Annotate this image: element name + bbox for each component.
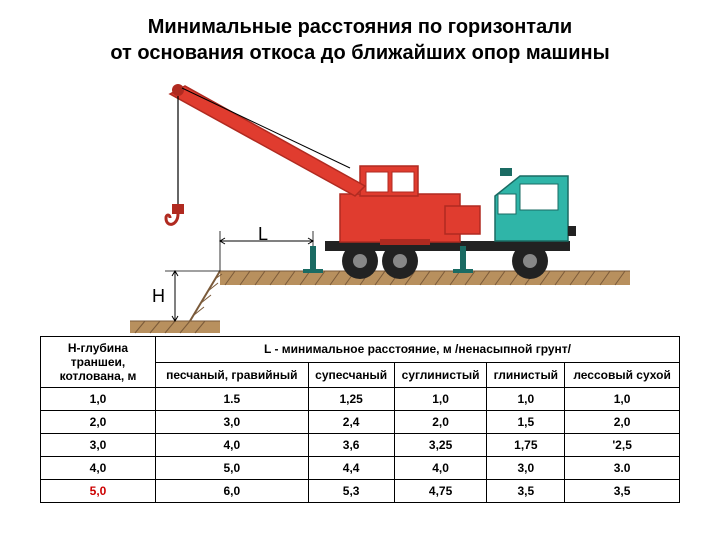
cell: '2,5	[565, 434, 680, 457]
table-row: 2,0 3,0 2,4 2,0 1,5 2,0	[41, 411, 680, 434]
table-body: 1,0 1.5 1,25 1,0 1,0 1,0 2,0 3,0 2,4 2,0…	[41, 388, 680, 503]
table-row: 3,0 4,0 3,6 3,25 1,75 '2,5	[41, 434, 680, 457]
crane-svg	[100, 76, 630, 336]
cell: 1,75	[487, 434, 565, 457]
cell: 5,3	[308, 480, 394, 503]
th-soil-1: супесчаный	[308, 362, 394, 388]
cell: 1,0	[565, 388, 680, 411]
th-soil-2: суглинистый	[394, 362, 487, 388]
th-soil-3: глинистый	[487, 362, 565, 388]
table-row: 5,0 6,0 5,3 4,75 3,5 3,5	[41, 480, 680, 503]
crane-diagram: L Н	[0, 76, 720, 336]
cell: 6,0	[156, 480, 309, 503]
cell: 3.0	[565, 457, 680, 480]
cell: 3,0	[156, 411, 309, 434]
cell: 2,0	[394, 411, 487, 434]
cell-depth: 5,0	[41, 480, 156, 503]
th-soil-0: песчаный, гравийный	[156, 362, 309, 388]
table-row: 1,0 1.5 1,25 1,0 1,0 1,0	[41, 388, 680, 411]
title-line-1: Минимальные расстояния по горизонтали	[148, 16, 572, 38]
cell: 1,0	[394, 388, 487, 411]
cell-depth: 3,0	[41, 434, 156, 457]
th-dist: L - минимальное расстояние, м /ненасыпно…	[156, 337, 680, 363]
cell: 1,0	[487, 388, 565, 411]
cell: 2,4	[308, 411, 394, 434]
crane-body-icon	[340, 166, 480, 245]
cell: 3,5	[487, 480, 565, 503]
cell: 5,0	[156, 457, 309, 480]
table: Н-глубина траншеи, котлована, м L - мини…	[40, 336, 680, 503]
cell: 3,25	[394, 434, 487, 457]
th-soil-4: лессовый сухой	[565, 362, 680, 388]
distance-table: Н-глубина траншеи, котлована, м L - мини…	[0, 336, 720, 503]
cell: 1,25	[308, 388, 394, 411]
cell-depth: 4,0	[41, 457, 156, 480]
cell: 3,5	[565, 480, 680, 503]
cell: 3,0	[487, 457, 565, 480]
crane-boom-icon	[170, 84, 365, 196]
table-row: 4,0 5,0 4,4 4,0 3,0 3.0	[41, 457, 680, 480]
hook-icon	[166, 204, 184, 224]
label-H: Н	[152, 286, 165, 307]
truck-cab-icon	[495, 168, 576, 241]
cell: 1,5	[487, 411, 565, 434]
title-line-2: от основания откоса до ближайших опор ма…	[110, 42, 609, 64]
cell-depth: 2,0	[41, 411, 156, 434]
page-title: Минимальные расстояния по горизонтали от…	[0, 0, 720, 76]
cell: 2,0	[565, 411, 680, 434]
cell: 1.5	[156, 388, 309, 411]
cell: 4,75	[394, 480, 487, 503]
th-depth: Н-глубина траншеи, котлована, м	[41, 337, 156, 388]
cell: 3,6	[308, 434, 394, 457]
cell: 4,0	[156, 434, 309, 457]
cell-depth: 1,0	[41, 388, 156, 411]
cell: 4,4	[308, 457, 394, 480]
label-L: L	[258, 224, 268, 245]
cell: 4,0	[394, 457, 487, 480]
